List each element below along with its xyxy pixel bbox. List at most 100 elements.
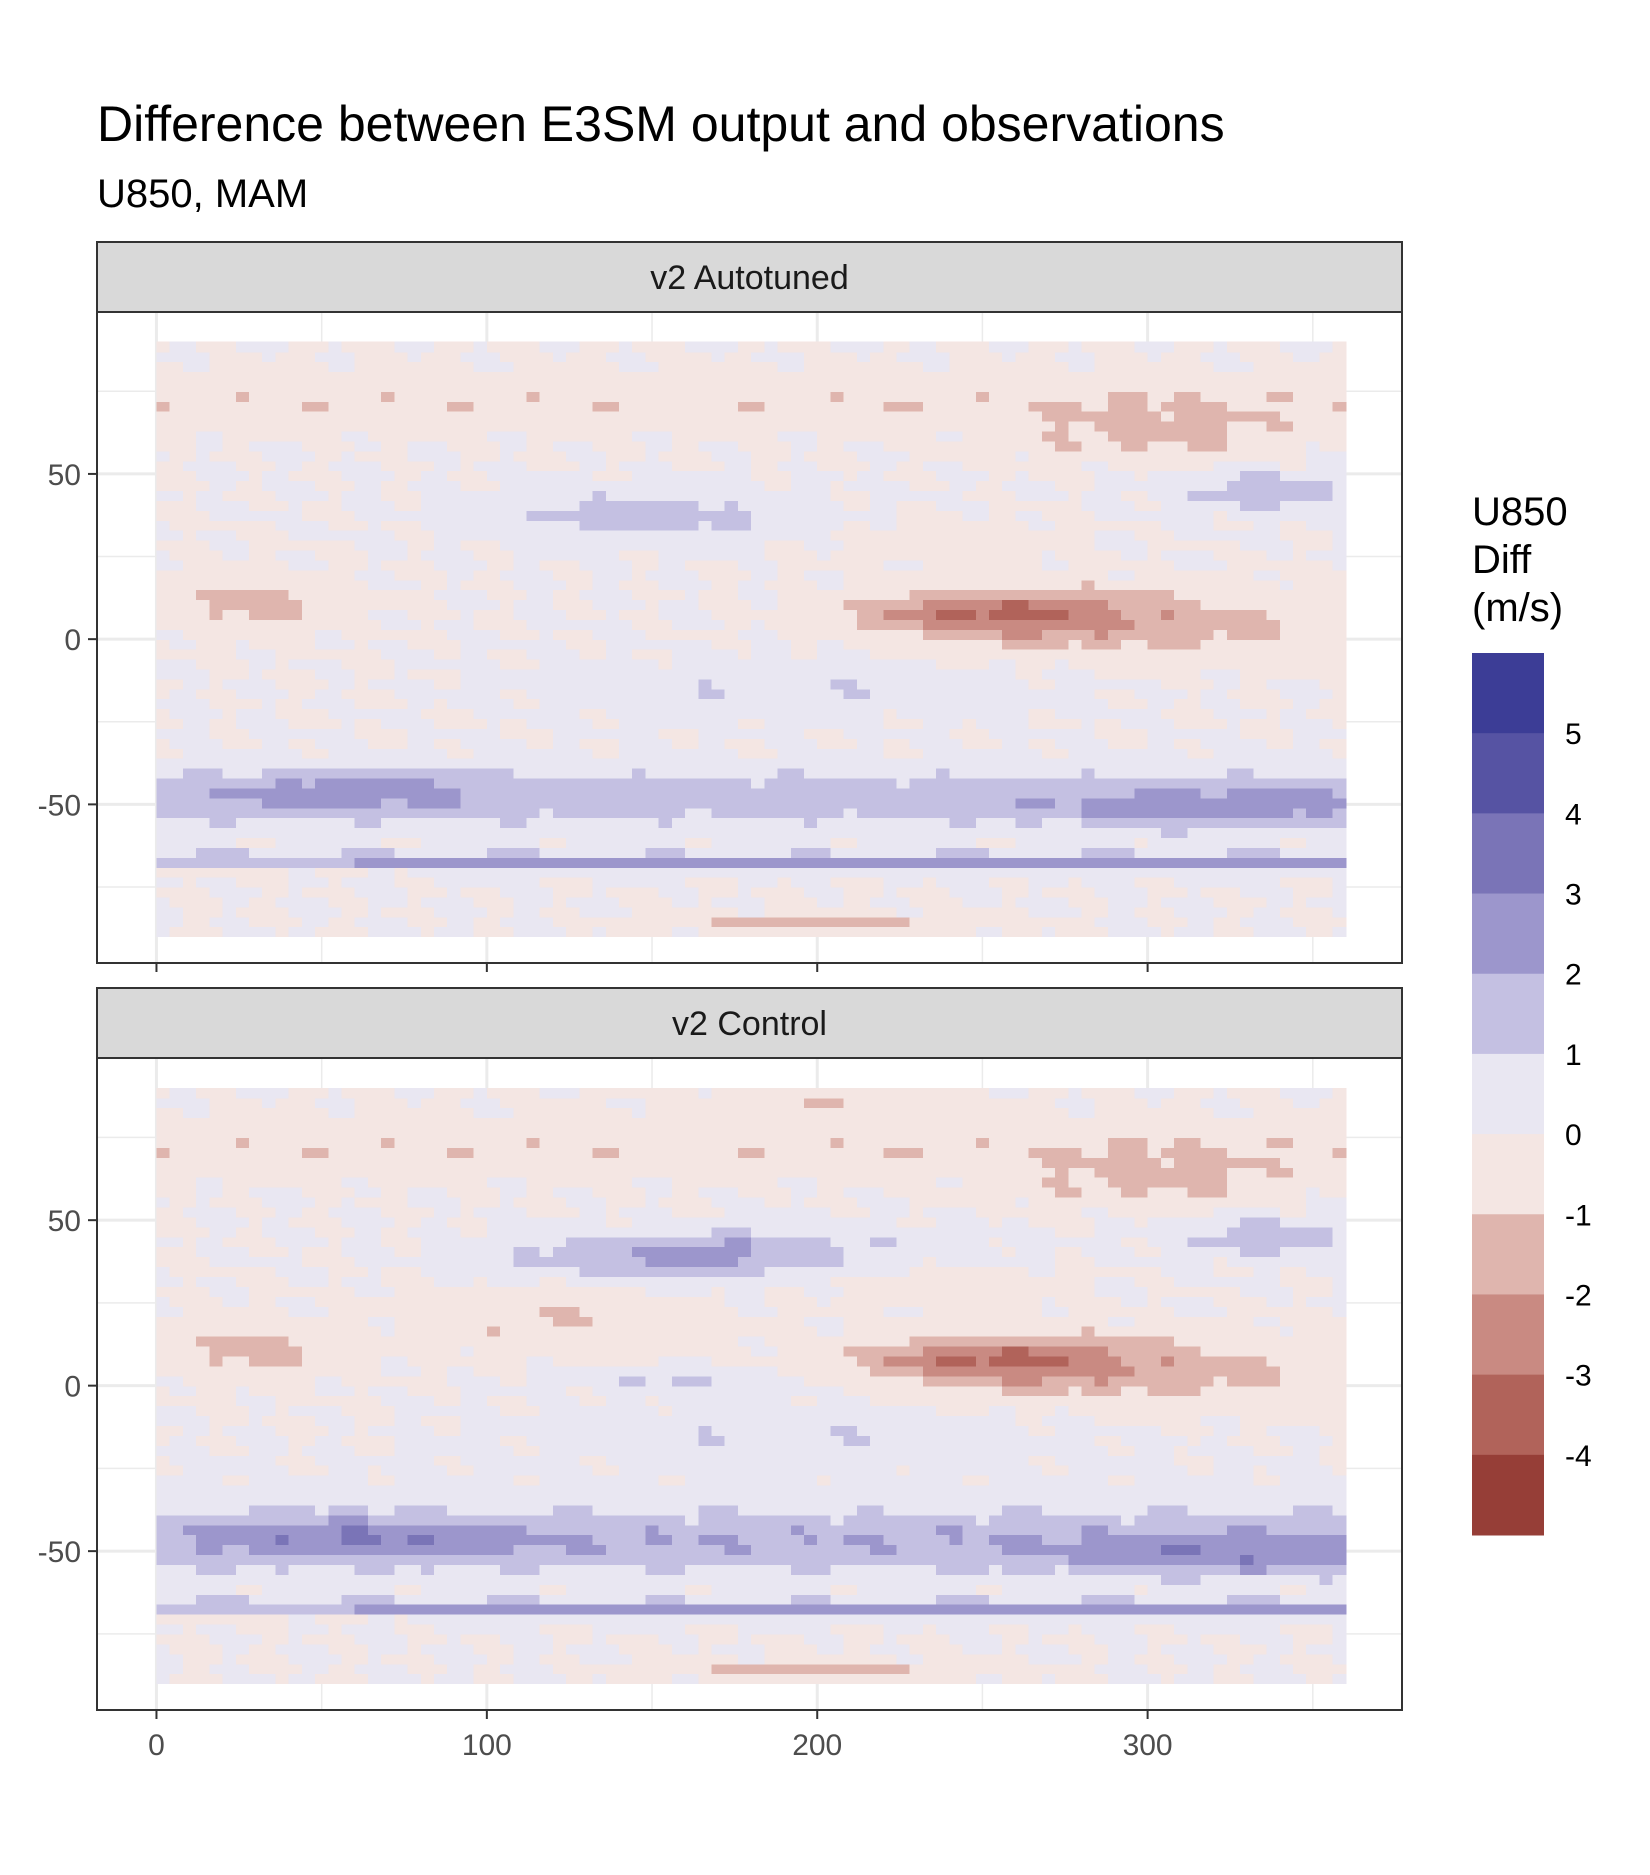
- heatmap-tile: [605, 639, 620, 650]
- heatmap-tile: [552, 411, 567, 422]
- heatmap-tile: [777, 768, 792, 779]
- heatmap-tile: [579, 520, 594, 531]
- heatmap-tile: [196, 401, 210, 412]
- heatmap-tile: [169, 530, 184, 541]
- heatmap-tile: [658, 787, 673, 799]
- heatmap-tile: [724, 668, 739, 680]
- heatmap-tile: [711, 678, 726, 690]
- heatmap-tile: [1055, 857, 1069, 868]
- heatmap-tile: [962, 857, 977, 868]
- heatmap-tile: [1081, 470, 1096, 482]
- heatmap-tile: [870, 619, 884, 630]
- heatmap-tile: [922, 708, 937, 720]
- heatmap-tile: [315, 450, 329, 462]
- heatmap-tile: [394, 797, 409, 809]
- heatmap-tile: [830, 768, 845, 779]
- heatmap-tile: [962, 530, 977, 541]
- heatmap-tile: [407, 401, 422, 412]
- heatmap-tile: [394, 559, 409, 571]
- heatmap-tile: [830, 589, 845, 601]
- heatmap-tile: [288, 500, 303, 511]
- heatmap-tile: [394, 926, 409, 938]
- heatmap-tile: [394, 658, 409, 670]
- heatmap-tile: [1068, 916, 1083, 928]
- heatmap-tile: [275, 480, 290, 492]
- heatmap-tile: [1015, 579, 1030, 591]
- heatmap-tile: [1266, 599, 1281, 611]
- heatmap-tile: [592, 768, 607, 779]
- heatmap-tile: [460, 619, 475, 630]
- heatmap-tile: [407, 470, 422, 482]
- heatmap-tile: [1107, 520, 1122, 531]
- heatmap-tile: [1028, 728, 1043, 739]
- heatmap-tile: [1041, 678, 1056, 690]
- heatmap-tile: [315, 658, 329, 670]
- heatmap-tile: [870, 559, 884, 571]
- heatmap-tile: [804, 619, 818, 630]
- heatmap-tile: [447, 460, 462, 472]
- heatmap-tile: [235, 540, 250, 551]
- heatmap-tile: [235, 381, 250, 392]
- heatmap-tile: [407, 718, 422, 729]
- heatmap-tile: [592, 926, 607, 938]
- heatmap-tile: [764, 758, 779, 769]
- heatmap-tile: [156, 480, 171, 492]
- heatmap-tile: [1253, 430, 1268, 442]
- heatmap-tile: [1213, 391, 1228, 402]
- heatmap-tile: [460, 678, 475, 690]
- heatmap-tile: [922, 837, 937, 848]
- heatmap-tile: [1240, 510, 1254, 521]
- heatmap-tile: [764, 421, 779, 432]
- heatmap-tile: [1279, 688, 1294, 700]
- heatmap-tile: [486, 510, 501, 521]
- heatmap-tile: [870, 540, 884, 551]
- heatmap-tile: [288, 559, 303, 571]
- heatmap-tile: [936, 688, 950, 700]
- heatmap-tile: [209, 906, 224, 918]
- heatmap-tile: [804, 698, 818, 710]
- heatmap-tile: [843, 906, 858, 918]
- heatmap-tile: [1226, 401, 1241, 412]
- heatmap-tile: [1319, 896, 1334, 908]
- heatmap-tile: [447, 430, 462, 442]
- heatmap-tile: [737, 797, 752, 809]
- heatmap-tile: [182, 807, 197, 819]
- heatmap-tile: [764, 768, 779, 779]
- heatmap-tile: [1200, 926, 1215, 938]
- heatmap-tile: [936, 589, 950, 601]
- heatmap-tile: [830, 490, 845, 501]
- heatmap-tile: [566, 708, 580, 720]
- heatmap-tile: [315, 916, 329, 928]
- heatmap-tile: [936, 877, 950, 888]
- heatmap-tile: [605, 698, 620, 710]
- heatmap-tile: [804, 758, 818, 769]
- heatmap-tile: [182, 411, 197, 422]
- heatmap-tile: [737, 401, 752, 412]
- heatmap-tile: [777, 916, 792, 928]
- heatmap-tile: [592, 619, 607, 630]
- heatmap-tile: [790, 391, 805, 402]
- heatmap-tile: [1213, 837, 1228, 848]
- heatmap-tile: [513, 867, 528, 878]
- heatmap-tile: [870, 817, 884, 829]
- heatmap-tile: [883, 837, 898, 848]
- heatmap-tile: [870, 777, 884, 789]
- heatmap-tile: [235, 520, 250, 531]
- heatmap-tile: [1266, 589, 1281, 601]
- heatmap-tile: [341, 847, 356, 858]
- heatmap-tile: [592, 649, 607, 660]
- heatmap-tile: [949, 599, 964, 611]
- heatmap-tile: [473, 916, 488, 928]
- heatmap-tile: [1213, 668, 1228, 680]
- heatmap-tile: [989, 629, 1003, 640]
- heatmap-tile: [473, 421, 488, 432]
- heatmap-tile: [1240, 758, 1254, 769]
- heatmap-tile: [870, 609, 884, 620]
- heatmap-tile: [1279, 867, 1294, 878]
- heatmap-tile: [1187, 649, 1202, 660]
- heatmap-tile: [1134, 470, 1149, 482]
- heatmap-tile: [737, 391, 752, 402]
- heatmap-tile: [698, 718, 713, 729]
- heatmap-tile: [1081, 520, 1096, 531]
- heatmap-tile: [539, 460, 554, 472]
